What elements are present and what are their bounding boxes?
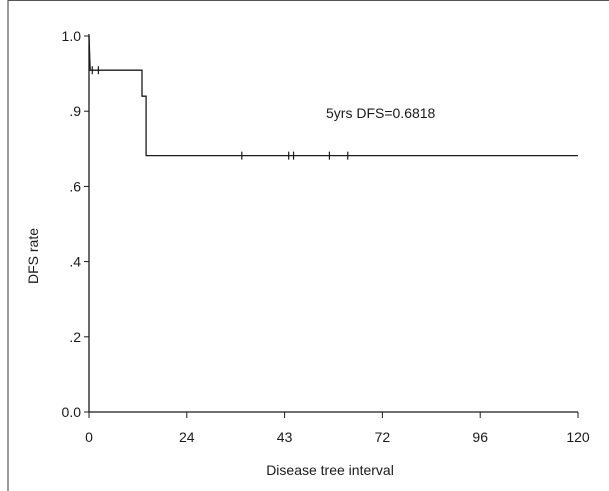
y-tick-label: 1.0	[62, 28, 82, 44]
y-axis-label: DFS rate	[25, 228, 41, 284]
survival-step-line	[88, 35, 578, 157]
y-tick-label: .9	[69, 103, 81, 119]
x-tick-label: 43	[277, 429, 293, 445]
y-tick-label: 0.0	[62, 404, 82, 420]
km-curve	[88, 35, 578, 157]
censor-marks	[91, 66, 349, 160]
x-tick-label: 24	[179, 429, 195, 445]
x-tick-label: 120	[566, 429, 590, 445]
x-tick-label: 0	[85, 429, 93, 445]
x-axis-label: Disease tree interval	[266, 462, 394, 478]
dfs-annotation: 5yrs DFS=0.6818	[326, 105, 436, 121]
x-tick-label: 96	[472, 429, 488, 445]
y-tick-label: .4	[69, 254, 81, 270]
y-tick-label: .6	[69, 178, 81, 194]
y-axis-ticks: 0.0 .2 .4 .6 .9 1.0	[62, 28, 89, 420]
y-tick-label: .2	[69, 329, 81, 345]
x-tick-label: 72	[375, 429, 391, 445]
axes	[88, 34, 578, 413]
x-axis-ticks: 0 24 43 72 96 120	[85, 412, 590, 445]
